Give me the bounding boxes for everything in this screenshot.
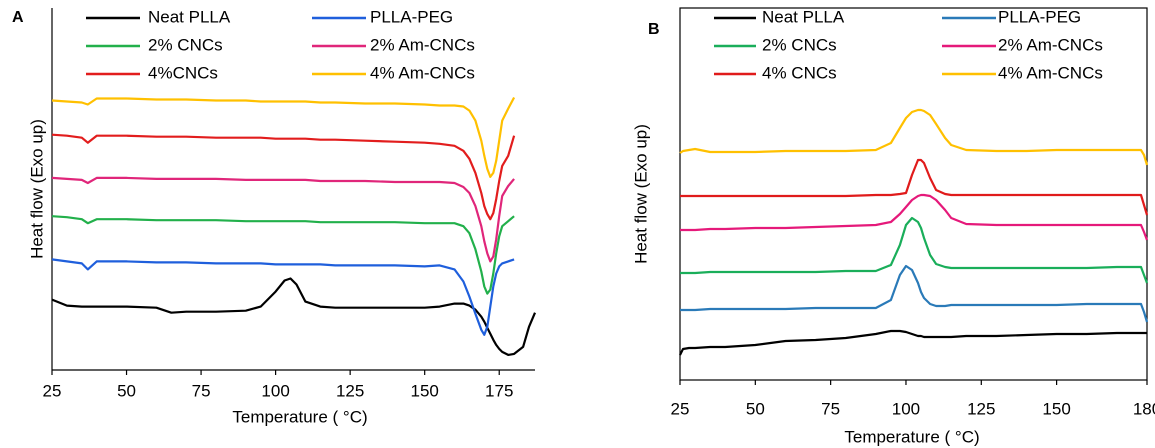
x-axis-label: Temperature ( °C): [232, 407, 367, 426]
data-line: [679, 329, 1147, 356]
data-line: [680, 216, 1149, 284]
legend-label: PLLA-PEG: [370, 7, 453, 26]
plot-frame: [679, 7, 1148, 381]
data-line: [680, 158, 1149, 216]
legend-label: Neat PLLA: [762, 7, 845, 26]
legend-label: 4% Am-CNCs: [998, 63, 1103, 82]
legend-label: Neat PLLA: [148, 7, 231, 26]
panel-label: B: [648, 21, 660, 38]
data-line: [51, 215, 515, 295]
x-tick-label: 50: [746, 399, 765, 418]
data-line: [51, 176, 515, 263]
x-tick-label: 75: [821, 399, 840, 418]
legend-label: 2% Am-CNCs: [370, 35, 475, 54]
panel-label: A: [12, 9, 24, 26]
data-line: [51, 133, 516, 221]
x-tick-label: 150: [1042, 399, 1070, 418]
x-tick-label: 50: [117, 381, 136, 400]
x-tick-label: 150: [410, 381, 438, 400]
data-line: [51, 277, 537, 356]
legend-label: PLLA-PEG: [998, 7, 1081, 26]
x-tick-label: 125: [336, 381, 364, 400]
x-axis-label: Temperature ( °C): [844, 427, 979, 446]
data-line: [679, 108, 1149, 166]
data-line: [680, 264, 1149, 323]
x-tick-label: 25: [43, 381, 62, 400]
data-line: [51, 258, 515, 336]
legend-label: 4% CNCs: [762, 63, 837, 82]
x-tick-label: 180: [1133, 399, 1155, 418]
x-tick-label: 175: [485, 381, 513, 400]
x-tick-label: 100: [892, 399, 920, 418]
x-tick-label: 100: [261, 381, 289, 400]
legend-label: 2% Am-CNCs: [998, 35, 1103, 54]
y-axis-label: Heat flow (Exo up): [27, 119, 46, 259]
legend-label: 2% CNCs: [762, 35, 837, 54]
legend-label: 4%CNCs: [148, 63, 218, 82]
y-axis-label: Heat flow (Exo up): [631, 124, 650, 264]
x-tick-label: 125: [967, 399, 995, 418]
x-tick-label: 75: [192, 381, 211, 400]
legend-label: 4% Am-CNCs: [370, 63, 475, 82]
data-line: [680, 193, 1149, 241]
x-tick-label: 25: [671, 399, 690, 418]
legend-label: 2% CNCs: [148, 35, 223, 54]
data-line: [51, 96, 516, 178]
